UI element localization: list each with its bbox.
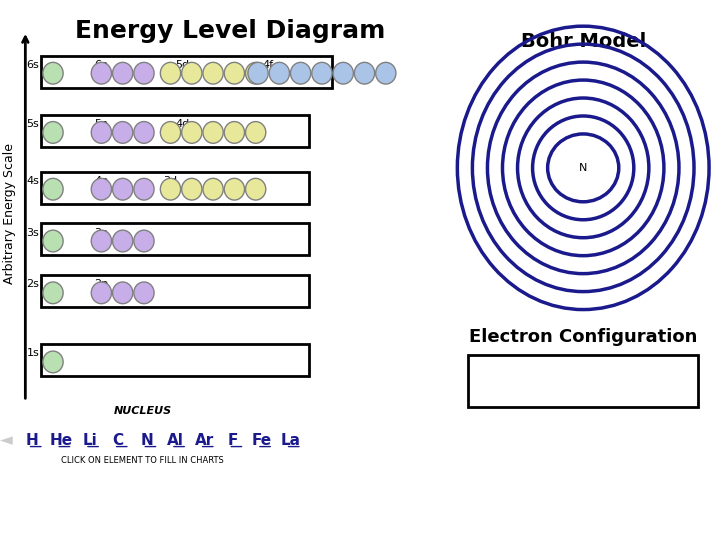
- Circle shape: [376, 62, 396, 84]
- Circle shape: [91, 282, 112, 303]
- Text: 4p: 4p: [94, 176, 109, 186]
- Circle shape: [246, 122, 266, 143]
- Text: 6p: 6p: [94, 60, 109, 70]
- Circle shape: [248, 62, 268, 84]
- Text: 3s: 3s: [27, 227, 39, 238]
- Text: Bohr Model: Bohr Model: [521, 32, 646, 51]
- Text: Al: Al: [167, 433, 184, 448]
- Text: 5s: 5s: [27, 119, 39, 129]
- Circle shape: [112, 62, 132, 84]
- Circle shape: [134, 282, 154, 303]
- Circle shape: [246, 178, 266, 200]
- Circle shape: [134, 62, 154, 84]
- Text: 1s: 1s: [27, 348, 39, 359]
- Circle shape: [161, 178, 181, 200]
- Circle shape: [203, 122, 223, 143]
- Bar: [468, 355, 698, 407]
- Circle shape: [43, 178, 63, 200]
- Circle shape: [91, 178, 112, 200]
- Text: N: N: [140, 433, 153, 448]
- Bar: [42, 345, 309, 376]
- Circle shape: [91, 62, 112, 84]
- Text: 4d: 4d: [175, 119, 189, 129]
- Circle shape: [43, 351, 63, 373]
- Circle shape: [181, 122, 202, 143]
- Circle shape: [181, 62, 202, 84]
- Circle shape: [161, 62, 181, 84]
- Circle shape: [112, 230, 132, 252]
- Text: Ar: Ar: [194, 433, 214, 448]
- Text: Electron Configuration: Electron Configuration: [469, 328, 698, 346]
- Text: 5p: 5p: [94, 119, 109, 129]
- Bar: [42, 172, 309, 204]
- Circle shape: [112, 122, 132, 143]
- Text: 2p: 2p: [94, 279, 109, 289]
- Circle shape: [269, 62, 289, 84]
- Circle shape: [112, 282, 132, 303]
- Text: 4f: 4f: [263, 60, 274, 70]
- Text: 2s: 2s: [27, 279, 39, 289]
- Circle shape: [43, 122, 63, 143]
- Bar: [42, 56, 332, 87]
- Text: CLICK ON ELEMENT TO FILL IN CHARTS: CLICK ON ELEMENT TO FILL IN CHARTS: [61, 456, 224, 465]
- Text: 4s: 4s: [27, 176, 39, 186]
- Circle shape: [134, 178, 154, 200]
- Circle shape: [134, 122, 154, 143]
- Text: Fe: Fe: [251, 433, 271, 448]
- Text: He: He: [50, 433, 73, 448]
- Circle shape: [134, 230, 154, 252]
- Text: 5d: 5d: [175, 60, 189, 70]
- Text: Arbitrary Energy Scale: Arbitrary Energy Scale: [3, 143, 16, 284]
- Circle shape: [203, 178, 223, 200]
- Text: Li: Li: [82, 433, 97, 448]
- Circle shape: [224, 178, 245, 200]
- Circle shape: [224, 122, 245, 143]
- Circle shape: [224, 62, 245, 84]
- Circle shape: [333, 62, 354, 84]
- Circle shape: [312, 62, 332, 84]
- Bar: [42, 275, 309, 307]
- Circle shape: [43, 282, 63, 303]
- Text: 3p: 3p: [94, 227, 109, 238]
- Text: C: C: [113, 433, 124, 448]
- Bar: [42, 115, 309, 147]
- Text: ◄: ◄: [0, 431, 13, 450]
- Circle shape: [43, 230, 63, 252]
- Circle shape: [91, 230, 112, 252]
- Text: F: F: [228, 433, 238, 448]
- Text: La: La: [280, 433, 300, 448]
- Text: 3d: 3d: [163, 176, 178, 186]
- Circle shape: [91, 122, 112, 143]
- Circle shape: [354, 62, 374, 84]
- Circle shape: [161, 122, 181, 143]
- Bar: [42, 224, 309, 255]
- Circle shape: [246, 62, 266, 84]
- Circle shape: [290, 62, 311, 84]
- Text: 6s: 6s: [27, 60, 39, 70]
- Text: H: H: [26, 433, 39, 448]
- Text: N: N: [579, 163, 588, 173]
- Circle shape: [43, 62, 63, 84]
- Text: Energy Level Diagram: Energy Level Diagram: [75, 19, 386, 43]
- Text: NUCLEUS: NUCLEUS: [114, 406, 172, 416]
- Circle shape: [203, 62, 223, 84]
- Circle shape: [112, 178, 132, 200]
- Circle shape: [181, 178, 202, 200]
